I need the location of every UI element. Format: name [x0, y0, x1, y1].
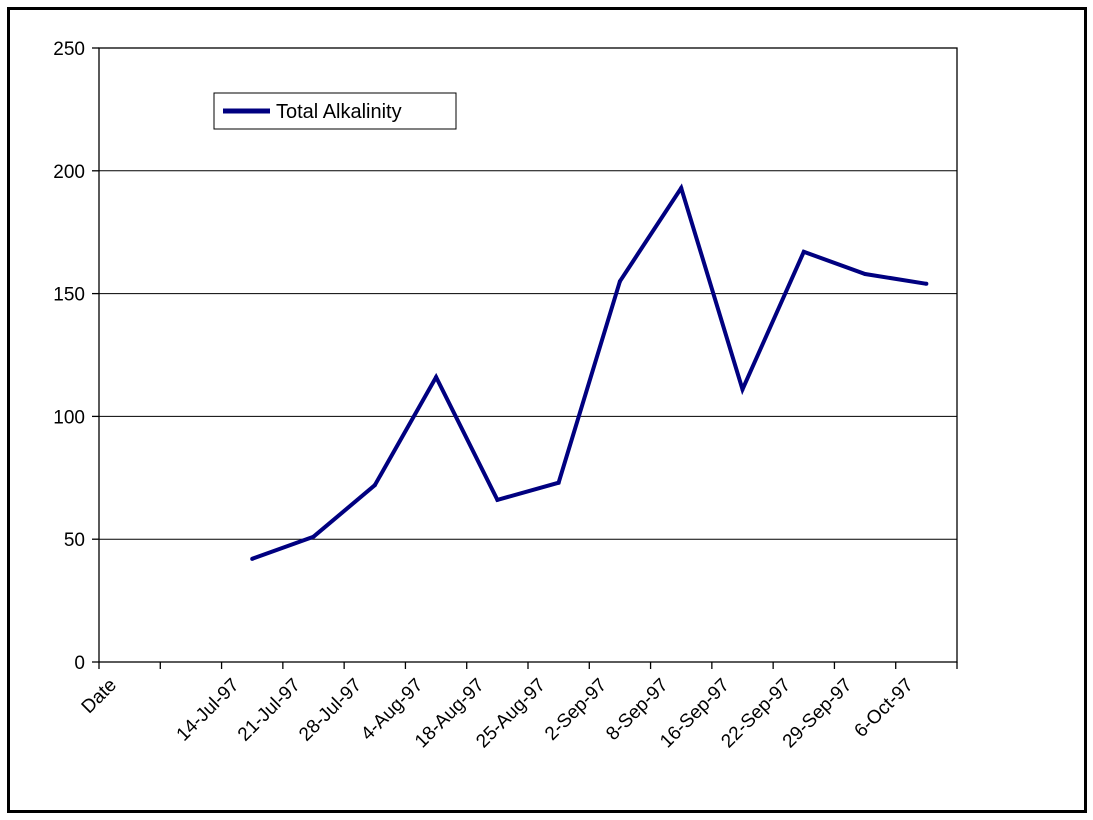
data-point — [679, 185, 684, 190]
x-tick-label: 2-Sep-97 — [541, 675, 611, 745]
data-point — [924, 281, 929, 286]
series-layer — [250, 183, 929, 561]
gridlines — [99, 170, 957, 540]
data-point — [495, 497, 500, 502]
series-line — [251, 183, 927, 561]
chart-frame — [7, 7, 1087, 813]
data-point — [617, 279, 622, 284]
y-tick-label: 100 — [53, 407, 85, 428]
legend-label: Total Alkalinity — [276, 101, 402, 123]
y-tick-label: 250 — [53, 39, 85, 60]
x-tick-label: 21-Jul-97 — [234, 675, 305, 746]
data-point — [311, 534, 316, 539]
y-axis: 0 50 100 150 200 250 — [53, 39, 99, 674]
y-tick-label: 50 — [64, 530, 85, 551]
plot-area — [98, 47, 958, 663]
x-tick-label: 28-Jul-97 — [295, 675, 366, 746]
data-point — [434, 375, 439, 380]
data-point — [556, 480, 561, 485]
x-tick-label: Date — [78, 675, 121, 718]
y-tick-label: 200 — [53, 162, 85, 183]
x-axis: Date 14-Jul-9721-Jul-9728-Jul-974-Aug-971… — [78, 662, 958, 752]
data-point — [863, 271, 868, 276]
x-tick-label: 14-Jul-97 — [173, 675, 244, 746]
data-point — [801, 249, 806, 254]
data-point — [250, 556, 255, 561]
y-tick-label: 0 — [74, 653, 85, 674]
data-point — [372, 483, 377, 488]
legend: Total Alkalinity — [213, 92, 457, 130]
x-tick-label: 6-Oct-97 — [851, 675, 918, 742]
data-point — [740, 387, 745, 392]
y-tick-label: 150 — [53, 285, 85, 306]
